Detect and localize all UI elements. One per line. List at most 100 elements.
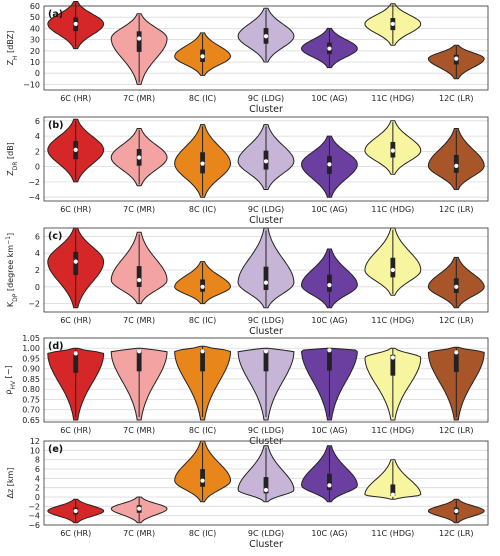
panel-e-ytick-label: 4 bbox=[35, 474, 40, 483]
panel-b-xtick-label: 9C (LDG) bbox=[248, 205, 284, 214]
panel-b-xtick-label: 12C (LR) bbox=[439, 205, 474, 214]
panel-b-violins bbox=[47, 118, 485, 198]
panel-a-ytick-label: 40 bbox=[30, 24, 40, 33]
panel-c-xlabel: Cluster bbox=[249, 326, 283, 337]
panel-e-xticks: 6C (HR) 7C (MR) 8C (IC) 9C (LDG) 10C (AG) 11C… bbox=[60, 529, 473, 538]
panel-e-xtick-label: 7C (MR) bbox=[123, 529, 155, 538]
panel-d-label: (d) bbox=[48, 341, 63, 352]
panel-d-ytick-label: 0.70 bbox=[22, 406, 40, 415]
violin-e-5-box bbox=[390, 484, 396, 497]
panel-d-xtick-label: 6C (HR) bbox=[60, 426, 91, 435]
violin-e-2-median bbox=[200, 478, 205, 483]
panel-a-violins bbox=[47, 1, 485, 85]
panel-e-label: (e) bbox=[48, 444, 63, 455]
violin-d-6-box bbox=[453, 350, 459, 373]
panel-d-xtick-label: 10C (AG) bbox=[311, 426, 347, 435]
panel-b-xtick-label: 10C (AG) bbox=[311, 205, 347, 214]
panel-d-ytick-label: 0.65 bbox=[22, 416, 40, 425]
panel-c-ytick-label: 6 bbox=[35, 232, 40, 241]
panel-c-xtick-label: 9C (LDG) bbox=[248, 316, 284, 325]
violin-e-5-median bbox=[390, 492, 395, 497]
violin-c-4-median bbox=[327, 283, 332, 288]
violin-c-3-median bbox=[263, 280, 269, 285]
violin-a-4-median bbox=[327, 46, 332, 51]
panel-d-ytick-label: 0.75 bbox=[22, 395, 40, 404]
panel-e-ytick-label: 6 bbox=[35, 465, 40, 474]
violin-e-3-box bbox=[263, 477, 269, 494]
panel-d-ytick-label: 1.05 bbox=[22, 334, 40, 343]
panel-e-ytick-label: 12 bbox=[30, 437, 40, 446]
panel-d-ytick-label: 0.95 bbox=[22, 354, 40, 363]
panel-e-ytick-label: 10 bbox=[30, 446, 40, 455]
panel-e-violins bbox=[47, 440, 485, 524]
violin-d-3-median bbox=[263, 349, 269, 354]
violin-e-3-median bbox=[263, 487, 269, 493]
violin-d-1-median bbox=[137, 349, 142, 354]
panel-c-xtick-label: 6C (HR) bbox=[60, 316, 91, 325]
panel-b-xtick-label: 7C (MR) bbox=[123, 205, 155, 214]
panel-d-ytick-label: 0.85 bbox=[22, 375, 40, 384]
panel-a-ytick-label: 60 bbox=[30, 2, 40, 11]
violin-b-3-median bbox=[263, 159, 269, 164]
panel-b-ytick-label: 4 bbox=[35, 132, 40, 141]
panel-e-xtick-label: 11C (HDG) bbox=[371, 529, 414, 538]
panel-e-ylabel: Δz [km] bbox=[6, 468, 15, 499]
panel-c-ytick-label: −2 bbox=[28, 300, 40, 309]
violin-d-2-box bbox=[200, 349, 205, 372]
panel-e-xlabel: Cluster bbox=[249, 539, 283, 550]
panel-c-xtick-label: 8C (IC) bbox=[189, 316, 216, 325]
panel-b: −4 −2 0 2 4 6 6C (HR) 7C (MR) 8C (IC) 9C (LDG) 10… bbox=[6, 116, 489, 226]
violin-a-2-median bbox=[200, 54, 205, 59]
panel-d-xtick-label: 11C (HDG) bbox=[371, 426, 414, 435]
panel-d-xtick-label: 8C (IC) bbox=[189, 426, 216, 435]
panel-b-xtick-label: 11C (HDG) bbox=[371, 205, 414, 214]
violin-a-0-median bbox=[73, 21, 78, 27]
panel-a-ytick-label: 10 bbox=[30, 58, 40, 67]
panel-b-ytick-label: 0 bbox=[35, 163, 40, 172]
panel-a-ytick-label: −10 bbox=[23, 80, 40, 89]
violin-e-0-median bbox=[73, 508, 78, 514]
violin-d-3-box bbox=[263, 350, 269, 372]
panel-a: −10 0 10 20 30 40 50 60 6C (HR) 7C (MR) 8C (IC) 9C… bbox=[6, 1, 489, 115]
panel-a-xtick-label: 11C (HDG) bbox=[371, 94, 414, 103]
panel-e-ytick-label: 2 bbox=[35, 484, 40, 493]
panel-a-xtick-label: 8C (IC) bbox=[189, 94, 216, 103]
panel-b-label: (b) bbox=[48, 120, 63, 131]
violin-a-3-median bbox=[263, 34, 269, 39]
violin-d-5-box bbox=[390, 354, 396, 376]
violin-d-1-box bbox=[136, 350, 142, 372]
panel-c-ytick-label: 4 bbox=[35, 249, 40, 258]
violin-c-2-median bbox=[200, 284, 205, 289]
violin-a-1-median bbox=[137, 36, 142, 41]
panel-a-xtick-label: 12C (LR) bbox=[439, 94, 474, 103]
panel-a-xtick-label: 9C (LDG) bbox=[248, 94, 284, 103]
panel-e-xtick-label: 8C (IC) bbox=[189, 529, 216, 538]
panel-a-ylabel: ZH [dBZ] bbox=[6, 31, 19, 66]
panel-d-ylabel: ρHV [−] bbox=[4, 365, 17, 394]
panel-b-xtick-label: 6C (HR) bbox=[60, 205, 91, 214]
panel-a-xtick-label: 6C (HR) bbox=[60, 94, 91, 103]
panel-c-xtick-label: 12C (LR) bbox=[439, 316, 474, 325]
panel-a-frame bbox=[43, 5, 489, 91]
panel-c-frame bbox=[43, 227, 489, 313]
panel-d-xticks: 6C (HR) 7C (MR) 8C (IC) 9C (LDG) 10C (AG) 11C… bbox=[60, 426, 473, 435]
violin-d-0-box bbox=[73, 351, 79, 373]
panel-a-xticks: 6C (HR) 7C (MR) 8C (IC) 9C (LDG) 10C (AG) 11C… bbox=[60, 94, 473, 103]
panel-c-xtick-label: 11C (HDG) bbox=[371, 316, 414, 325]
violin-c-6-median bbox=[454, 284, 459, 289]
panel-a-ytick-label: 20 bbox=[30, 47, 40, 56]
panel-c-xtick-label: 7C (MR) bbox=[123, 316, 155, 325]
panel-b-ytick-label: 2 bbox=[35, 147, 40, 156]
panel-b-yticks: −4 −2 0 2 4 6 bbox=[28, 117, 40, 202]
violin-e-4-box bbox=[327, 473, 332, 491]
panel-e-ytick-label: 0 bbox=[35, 493, 40, 502]
panel-b-ytick-label: −4 bbox=[28, 193, 40, 202]
violin-c-5-box bbox=[390, 257, 396, 278]
violin-c-1-box bbox=[136, 266, 142, 287]
panel-c-xticks: 6C (HR) 7C (MR) 8C (IC) 9C (LDG) 10C (AG) 11C… bbox=[60, 316, 473, 325]
panel-d-frame bbox=[43, 337, 489, 423]
violin-e-1-median bbox=[137, 506, 142, 511]
panel-e-xtick-label: 9C (LDG) bbox=[248, 529, 284, 538]
